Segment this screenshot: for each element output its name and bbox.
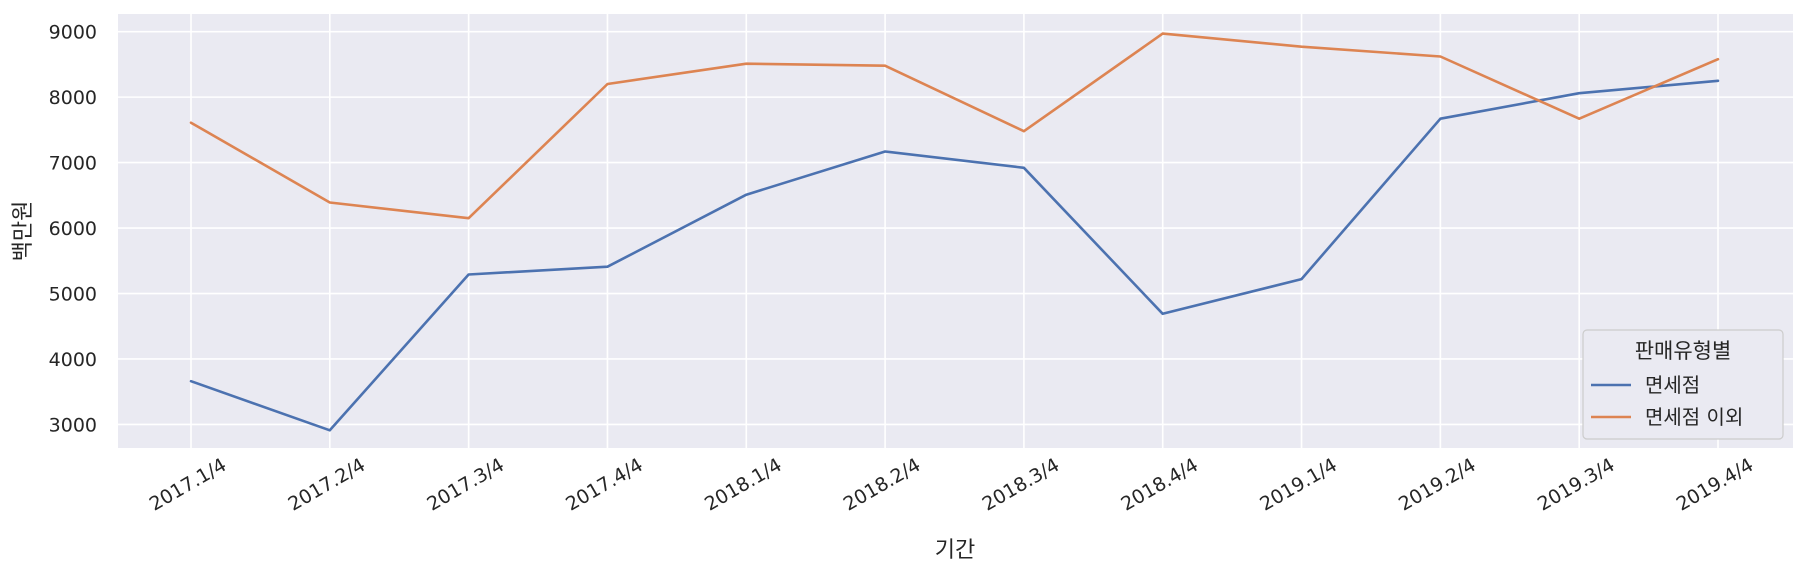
x-tick-label: 2017.3/4 xyxy=(423,454,508,516)
series-line-2 xyxy=(189,32,1720,220)
y-tick-label: 4000 xyxy=(49,349,97,371)
y-tick-labels: 3000 4000 5000 6000 7000 8000 9000 xyxy=(49,22,97,437)
x-tick-label: 2019.2/4 xyxy=(1395,454,1480,516)
x-axis-label: 기간 xyxy=(935,538,975,563)
series-line-1 xyxy=(189,79,1720,432)
x-tick-label: 2019.3/4 xyxy=(1534,454,1619,516)
x-tick-label: 2017.2/4 xyxy=(285,454,370,516)
legend-box xyxy=(1582,329,1784,440)
x-tick-label: 2018.4/4 xyxy=(1117,454,1202,516)
x-tick-labels: 2017.1/4 2017.2/4 2017.3/4 2017.4/4 2018.1/4… xyxy=(146,454,1758,516)
x-tick-label: 2018.1/4 xyxy=(701,454,786,516)
y-tick-label: 9000 xyxy=(49,22,97,44)
y-tick-label: 5000 xyxy=(49,284,97,306)
legend-label-1: 면세점 xyxy=(1645,373,1700,397)
x-tick-label: 2017.4/4 xyxy=(562,454,647,516)
y-tick-label: 7000 xyxy=(49,153,97,175)
series-lines xyxy=(189,32,1720,432)
y-tick-label: 6000 xyxy=(49,218,97,240)
legend-label-2: 면세점 이외 xyxy=(1645,405,1743,429)
x-tick-label: 2017.1/4 xyxy=(146,454,231,516)
grid-lines xyxy=(118,14,1793,448)
y-tick-label: 8000 xyxy=(49,87,97,109)
x-tick-label: 2018.3/4 xyxy=(979,454,1064,516)
x-tick-label: 2019.1/4 xyxy=(1256,454,1341,516)
plot-background xyxy=(118,14,1793,448)
y-axis-label: 백만원 xyxy=(11,201,36,262)
legend-title: 판매유형별 xyxy=(1635,339,1732,363)
y-tick-label: 3000 xyxy=(49,414,97,436)
x-tick-label: 2018.2/4 xyxy=(840,454,925,516)
x-tick-label: 2019.4/4 xyxy=(1673,454,1758,516)
